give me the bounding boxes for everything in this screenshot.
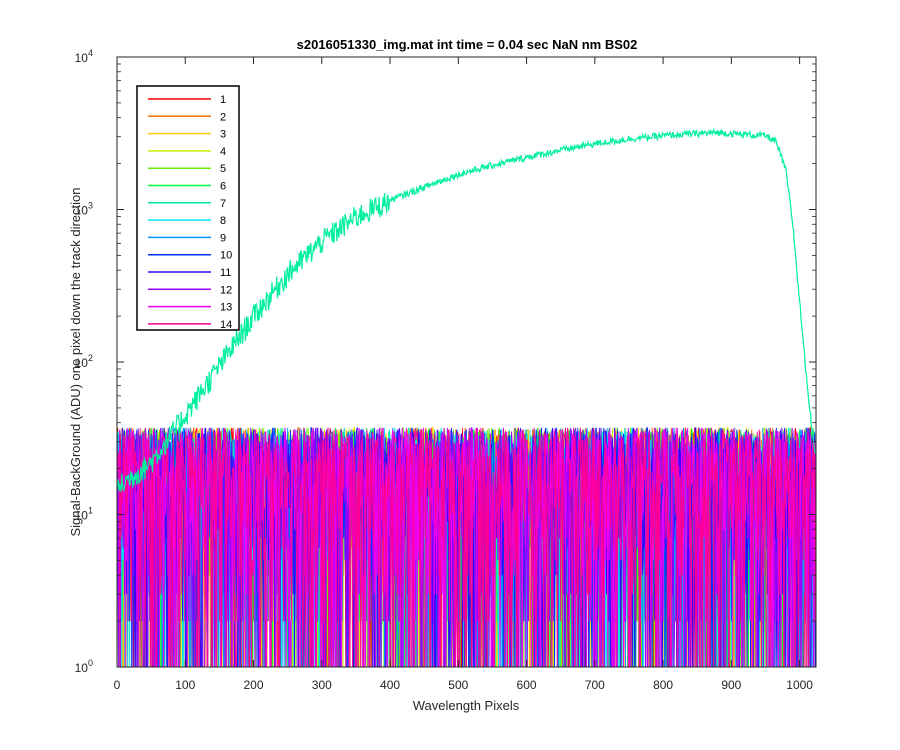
x-tick-label: 300 [312, 678, 332, 692]
x-tick-label: 700 [585, 678, 605, 692]
x-tick-label: 200 [244, 678, 264, 692]
y-tick-exponent: 0 [88, 658, 93, 668]
legend-label-9: 9 [220, 232, 226, 244]
legend-label-8: 8 [220, 215, 226, 227]
y-tick-exponent: 1 [88, 506, 93, 516]
series-line-7 [117, 127, 816, 493]
x-axis: 0 100 200 300 400 500 600 700 800 900 1000 [114, 57, 813, 692]
x-tick-label: 600 [517, 678, 537, 692]
y-tick-exponent: 3 [88, 201, 93, 211]
x-tick-label: 900 [721, 678, 741, 692]
x-tick-label: 1000 [786, 678, 813, 692]
x-tick-label: 100 [175, 678, 195, 692]
legend-label-5: 5 [220, 163, 226, 175]
y-tick-base: 10 [75, 204, 89, 218]
y-tick-label: 101 [75, 506, 93, 523]
legend-label-13: 13 [220, 302, 232, 314]
y-tick-label: 103 [75, 201, 93, 218]
y-tick-label: 100 [75, 658, 93, 675]
y-axis-label: Signal-BackGround (ADU) one pixel down t… [68, 187, 83, 536]
y-tick-exponent: 4 [88, 48, 93, 58]
y-tick-base: 10 [75, 509, 89, 523]
y-tick-exponent: 2 [88, 353, 93, 363]
legend-label-10: 10 [220, 250, 232, 262]
legend-label-6: 6 [220, 181, 226, 193]
legend-label-12: 12 [220, 284, 232, 296]
legend-label-1: 1 [220, 94, 226, 106]
x-tick-label: 0 [114, 678, 121, 692]
y-tick-base: 10 [75, 51, 89, 65]
x-tick-label: 400 [380, 678, 400, 692]
series-line-14 [117, 427, 816, 667]
y-tick-label: 104 [75, 48, 93, 65]
legend-label-4: 4 [220, 146, 226, 158]
x-axis-label: Wavelength Pixels [413, 698, 520, 713]
x-tick-label: 500 [448, 678, 468, 692]
legend-label-3: 3 [220, 129, 226, 141]
y-tick-base: 10 [75, 356, 89, 370]
legend-label-2: 2 [220, 111, 226, 123]
y-tick-base: 10 [75, 661, 89, 675]
chart-title: s2016051330_img.mat int time = 0.04 sec … [297, 37, 638, 52]
legend-label-11: 11 [220, 267, 231, 279]
x-tick-label: 800 [653, 678, 673, 692]
y-tick-label: 102 [75, 353, 93, 370]
legend-label-7: 7 [220, 198, 226, 210]
legend-label-14: 14 [220, 319, 232, 331]
